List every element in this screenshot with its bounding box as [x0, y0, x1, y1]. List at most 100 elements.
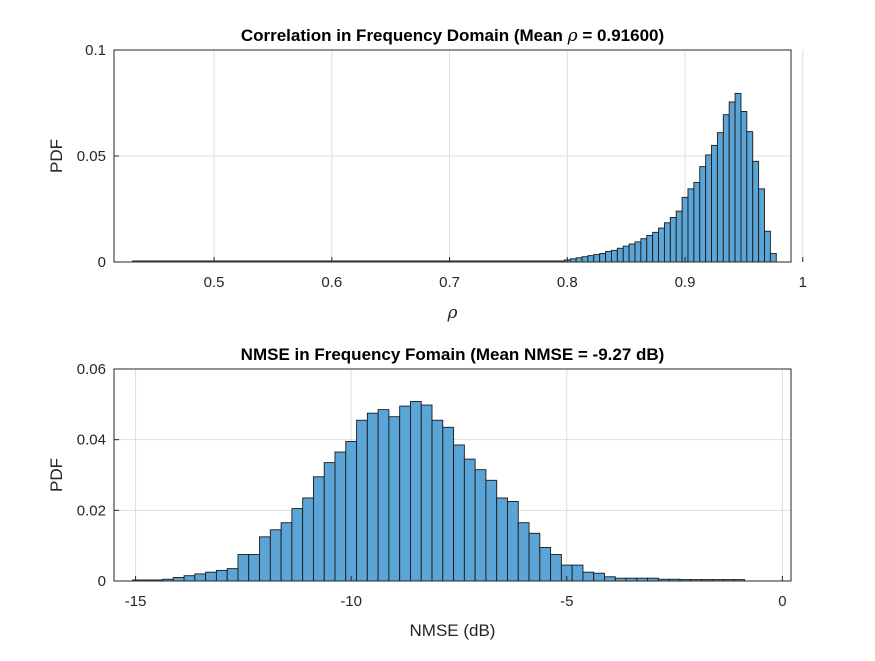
histogram-bar [517, 522, 530, 582]
histogram-bar [663, 222, 671, 263]
histogram-bar [628, 243, 636, 263]
histogram-bar [291, 508, 304, 582]
histogram-bar [722, 114, 730, 263]
histogram-bar [599, 253, 607, 263]
y-tick-label: 0 [98, 254, 106, 271]
histogram-bar [581, 256, 589, 263]
histogram-bar [604, 576, 616, 582]
histogram-bar [646, 235, 654, 263]
histogram-bar [485, 479, 498, 582]
histogram-bar [410, 401, 422, 582]
histogram-bar [758, 188, 765, 263]
histogram-bar [215, 569, 228, 582]
histogram-bar [183, 575, 196, 582]
histogram-bar [634, 241, 642, 263]
histogram-bar [669, 217, 677, 263]
histogram-bar [442, 426, 455, 582]
histogram-bar [693, 182, 701, 263]
chart-title: NMSE in Frequency Fomain (Mean NMSE = -9… [241, 345, 665, 364]
x-tick-label: 0.8 [557, 274, 578, 291]
histogram-bar [539, 546, 552, 582]
histogram-bar [610, 249, 618, 263]
histogram-bar [711, 144, 718, 263]
histogram-bar [226, 568, 239, 582]
histogram-bar [728, 101, 736, 263]
chart-title-text: Correlation in Frequency Domain (Mean [241, 26, 568, 45]
histogram-bar [528, 532, 541, 582]
chart-title: Correlation in Frequency Domain (Mean ρ … [241, 26, 664, 46]
histogram-bar [699, 166, 707, 263]
y-tick-label: 0.06 [77, 361, 106, 378]
chart-title-symbol: ρ [567, 26, 578, 46]
histogram-bar [345, 440, 358, 582]
histogram-bar [605, 250, 612, 263]
y-axis-label: PDF [47, 139, 66, 173]
x-tick-label: -10 [340, 593, 362, 610]
histogram-bar [752, 160, 760, 263]
chart-title-text: NMSE in Frequency Fomain (Mean NMSE = -9… [241, 345, 665, 364]
x-tick-label: 0.5 [204, 274, 225, 291]
histogram-bar [205, 571, 217, 582]
axes-box [113, 368, 792, 582]
histogram-bar [640, 238, 648, 263]
histogram-bar [323, 462, 336, 582]
x-tick-label: 0.7 [439, 274, 460, 291]
x-tick-label: 1 [799, 274, 807, 291]
x-tick-label: -15 [125, 593, 147, 610]
histogram-bar [302, 497, 314, 582]
histogram-bar [550, 554, 562, 582]
histogram-bar [593, 572, 605, 582]
histogram-bar [194, 573, 207, 582]
y-tick-label: 0.1 [85, 42, 106, 59]
histogram-bar [399, 405, 411, 582]
histogram-bar [658, 227, 665, 263]
histogram-bar [746, 131, 754, 263]
histogram-bar [687, 188, 695, 263]
histogram-bar [622, 245, 630, 263]
y-tick-label: 0.05 [77, 148, 106, 165]
y-tick-label: 0.04 [77, 432, 106, 449]
histogram-bar [571, 564, 584, 582]
histogram-bar [496, 497, 508, 582]
histogram-bar [652, 231, 659, 263]
histogram-bar [259, 536, 271, 582]
histogram-bar [705, 154, 712, 263]
x-tick-label: 0.6 [321, 274, 342, 291]
histogram-bar [507, 501, 519, 582]
histogram-bar [474, 469, 487, 582]
histogram-bar [616, 247, 624, 263]
histogram-bar [248, 554, 260, 582]
chart-1: 0.5 0.6 0.7 0.8 0.9 1 0 0.05 0.1 Correlation in F… [47, 26, 807, 323]
y-tick-label: 0.02 [77, 502, 106, 519]
x-tick-label: 0 [778, 593, 786, 610]
histogram-bar [764, 230, 771, 263]
histogram-bar [431, 419, 444, 582]
histogram-bar [575, 257, 583, 263]
histogram-bar [366, 412, 379, 582]
histogram-bar [312, 476, 325, 582]
histogram-bar [734, 93, 742, 263]
histogram-bar [280, 522, 293, 582]
y-axis-label: PDF [47, 458, 66, 492]
chart-title-suffix: = 0.91600) [578, 26, 665, 45]
histogram-bar [587, 255, 595, 263]
histogram-bar [356, 419, 368, 582]
x-axis-label: ρ [447, 303, 458, 323]
histogram-bar [237, 554, 250, 582]
x-tick-label: 0.9 [675, 274, 696, 291]
histogram-bar [420, 404, 433, 582]
histogram-bar [716, 132, 724, 263]
x-tick-label: -5 [560, 593, 573, 610]
histogram-bar [334, 451, 347, 582]
histogram-bar [769, 253, 777, 263]
histogram-bar [377, 409, 390, 582]
histogram-bar [675, 210, 683, 263]
histogram-bar [582, 571, 595, 582]
histogram-bar [740, 111, 748, 263]
y-tick-label: 0 [98, 573, 106, 590]
x-axis-label: NMSE (dB) [410, 621, 496, 640]
chart-2: -15 -10 -5 0 0 0.02 0.04 0.06 NMSE in Frequency … [47, 345, 792, 640]
histogram-bar [388, 416, 401, 582]
